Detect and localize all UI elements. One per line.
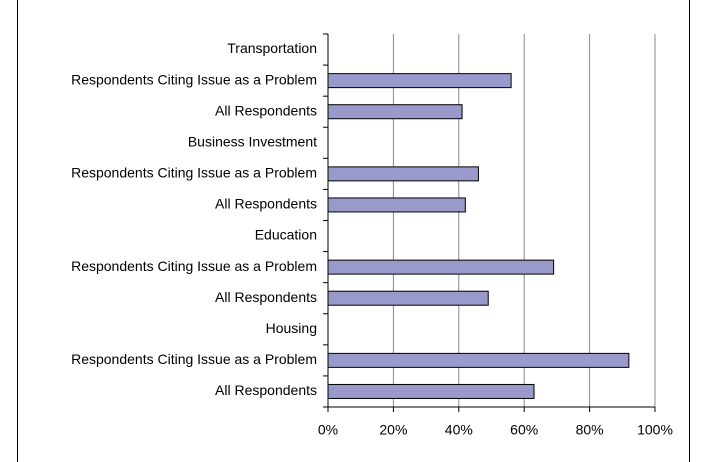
y-tick-label: Transportation xyxy=(227,40,317,56)
bar xyxy=(327,104,463,120)
y-tick-label: Education xyxy=(255,227,317,243)
x-tick-label: 20% xyxy=(379,422,407,438)
x-tick-label: 40% xyxy=(445,422,473,438)
y-tick-label: Housing xyxy=(266,320,317,336)
x-tick-label: 80% xyxy=(576,422,604,438)
x-tick-label: 60% xyxy=(510,422,538,438)
bar xyxy=(327,197,466,213)
x-tick-label: 0% xyxy=(318,422,338,438)
y-tick-label: Respondents Citing Issue as a Problem xyxy=(71,165,317,181)
bar xyxy=(327,259,555,275)
y-tick-label: Respondents Citing Issue as a Problem xyxy=(71,71,317,87)
y-tick-label: Business Investment xyxy=(188,133,317,149)
bar xyxy=(327,383,535,399)
y-tick-label: All Respondents xyxy=(215,196,317,212)
bar xyxy=(327,166,479,182)
y-tick-label: All Respondents xyxy=(215,382,317,398)
y-tick-label: Respondents Citing Issue as a Problem xyxy=(71,258,317,274)
y-tick-label: Respondents Citing Issue as a Problem xyxy=(71,351,317,367)
y-tick-label: All Respondents xyxy=(215,102,317,118)
bar xyxy=(327,290,489,306)
y-tick-label: All Respondents xyxy=(215,289,317,305)
x-tick-label: 100% xyxy=(637,422,673,438)
bar xyxy=(327,352,630,368)
bar xyxy=(327,73,512,89)
